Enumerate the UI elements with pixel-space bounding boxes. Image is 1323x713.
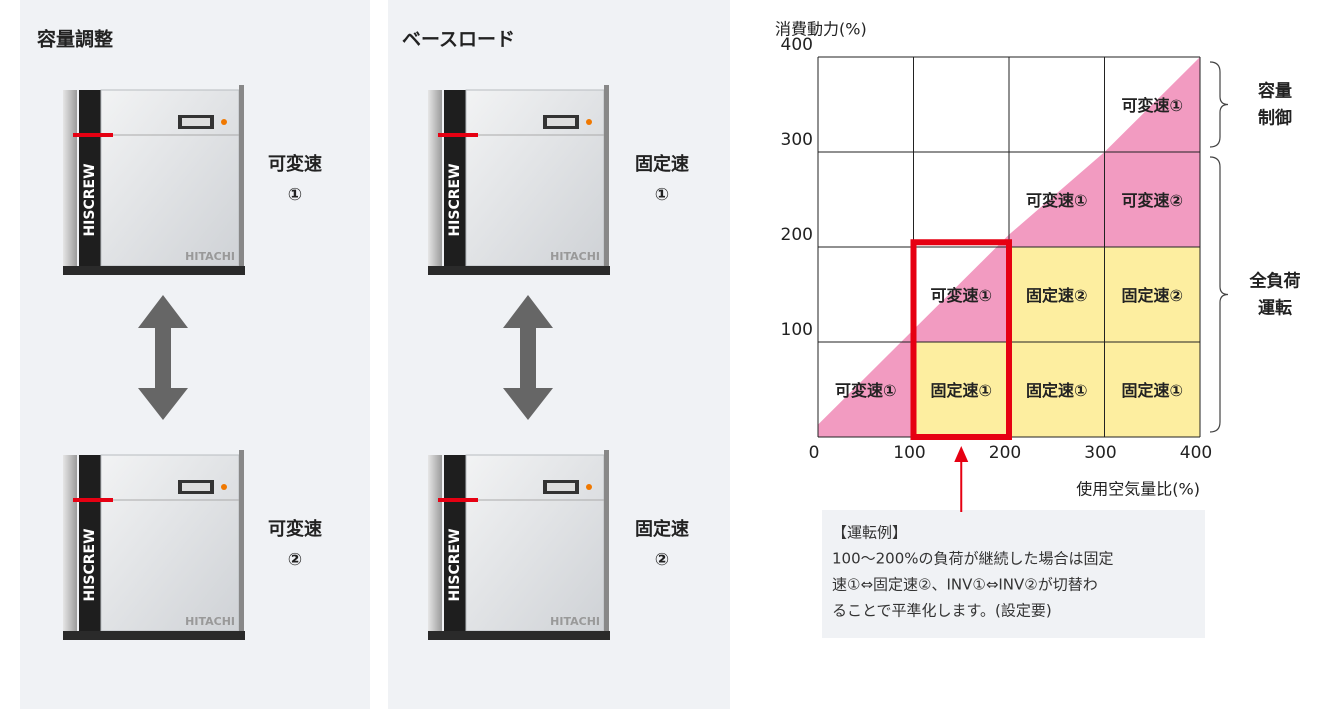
machine-model: HISCREW (447, 163, 463, 236)
cell-label: 可変速① (1026, 191, 1088, 210)
cell-label: 可変速① (1121, 96, 1183, 115)
x-axis-label: 使用空気量比(%) (1076, 480, 1200, 499)
machine-screen (547, 118, 575, 126)
machine-label: 固定速 (635, 518, 689, 540)
cell-label: 固定速① (930, 381, 992, 400)
machine-pole (239, 85, 244, 266)
machine-side (63, 90, 77, 266)
machine-label: 可変速 (268, 153, 322, 175)
note-line: 速①⇔固定速②、INV①⇔INV②が切替わ (832, 576, 1098, 594)
cell-fill (1104, 342, 1200, 437)
x-tick-label: 300 (1084, 443, 1116, 463)
machine-body (465, 454, 605, 632)
bracket-label: 制御 (1258, 108, 1292, 129)
machine-screen (547, 483, 575, 491)
machine-lamp (586, 484, 592, 490)
machine-model: HISCREW (447, 528, 463, 601)
machine-label: 固定速 (635, 153, 689, 175)
highlight-box (910, 239, 1012, 440)
cell-label: 可変速① (835, 381, 897, 400)
cell-label: 固定速② (1026, 286, 1088, 305)
machine-pole (604, 85, 609, 266)
cell-fill (913, 342, 1009, 437)
machine-red (438, 133, 478, 137)
double-arrow (503, 295, 553, 420)
bracket-label: 運転 (1258, 298, 1292, 319)
machine-brand: HITACHI (185, 250, 235, 263)
note-line: 100〜200%の負荷が継続した場合は固定 (832, 550, 1114, 568)
panel-title: ベースロード (402, 29, 515, 51)
cell-fill (1104, 247, 1200, 342)
y-axis-label: 消費動力(%) (775, 20, 867, 39)
note-line: ることで平準化します。(設定要) (832, 602, 1052, 620)
machine-lamp (221, 119, 227, 125)
machine-base (428, 266, 610, 275)
machine-label: 可変速 (268, 518, 322, 540)
machine-brand: HITACHI (550, 615, 600, 628)
machine-model: HISCREW (82, 163, 98, 236)
y-tick-label: 200 (781, 225, 813, 245)
machine-side (63, 455, 77, 631)
panel-title: 容量調整 (37, 28, 113, 51)
cell-label: 可変速② (1121, 191, 1183, 210)
machine-body (100, 454, 240, 632)
machine-screen (182, 118, 210, 126)
x-tick-label: 100 (893, 443, 925, 463)
machine-body (465, 89, 605, 267)
machine-number: ① (288, 185, 302, 205)
machine-lamp (221, 484, 227, 490)
cell-fill (1009, 342, 1105, 437)
machine-side (428, 90, 442, 266)
machine-red (73, 498, 113, 502)
cell-label: 可変速① (930, 286, 992, 305)
note-bg (822, 510, 1205, 638)
y-tick-label: 300 (781, 130, 813, 150)
pointer-head (954, 446, 969, 462)
machine-red (438, 498, 478, 502)
machine-body (100, 89, 240, 267)
machine-brand: HITACHI (185, 615, 235, 628)
bracket-label: 全負荷 (1249, 271, 1301, 292)
machine-base (428, 631, 610, 640)
machine-number: ② (655, 550, 669, 570)
x-tick-label: 0 (809, 443, 820, 463)
bracket (1209, 156, 1229, 433)
machine-side (428, 455, 442, 631)
x-tick-label: 200 (989, 443, 1021, 463)
cell-fill (1009, 247, 1105, 342)
machine-model: HISCREW (82, 528, 98, 601)
machine-pole (604, 450, 609, 631)
machine-screen (182, 483, 210, 491)
machine-brand: HITACHI (550, 250, 600, 263)
cell-label: 固定速① (1026, 381, 1088, 400)
cell-label: 固定速② (1121, 286, 1183, 305)
x-tick-label: 400 (1180, 443, 1212, 463)
note-line: 【運転例】 (832, 524, 907, 542)
y-tick-label: 100 (781, 320, 813, 340)
machine-base (63, 631, 245, 640)
machine-pole (239, 450, 244, 631)
bracket (1209, 61, 1229, 148)
machine-lamp (586, 119, 592, 125)
machine-red (73, 133, 113, 137)
bracket-label: 容量 (1258, 81, 1292, 102)
machine-number: ① (655, 185, 669, 205)
cell-label: 固定速① (1121, 381, 1183, 400)
machine-base (63, 266, 245, 275)
double-arrow (138, 295, 188, 420)
machine-number: ② (288, 550, 302, 570)
y-tick-label: 400 (781, 35, 813, 55)
